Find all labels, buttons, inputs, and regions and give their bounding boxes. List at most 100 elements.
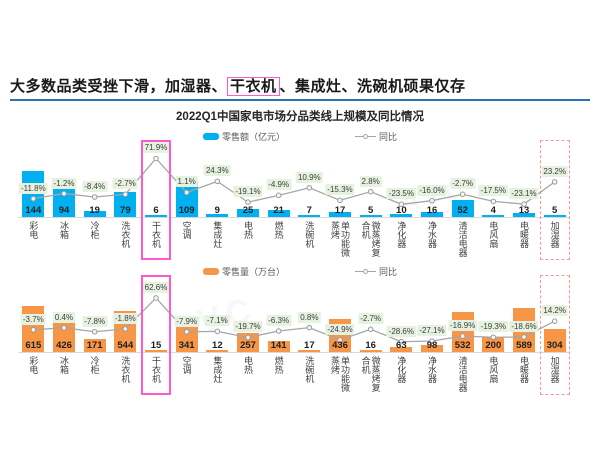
yoy-point [551, 179, 558, 185]
yoy-point [429, 197, 435, 204]
bar-电风扇 [482, 337, 505, 352]
bar-加湿器 [543, 215, 566, 217]
value-label: 12 [212, 340, 223, 351]
revenue-chart-plot: 144 -11.8% 彩电 94 -1.2% 冰箱 19 -8.4% 冷柜 79 -2.7% 洗衣机 6… [18, 140, 570, 262]
yoy-label: -27.1% [417, 325, 447, 336]
value-label: 544 [117, 340, 134, 351]
bar-洗碗机 [298, 350, 321, 352]
yoy-point [275, 328, 282, 334]
yoy-label: -23.5% [386, 188, 417, 200]
value-label: 21 [273, 205, 284, 216]
units-chart: 615 -3.7% 彩电 426 0.4% 冰箱 171 -7.8% 冷柜 544 -1.8% 洗衣机… [18, 275, 570, 397]
yoy-point [30, 195, 37, 202]
revenue-legend-label: 零售额（亿元） [221, 131, 285, 142]
yoy-label: 0.4% [52, 311, 76, 323]
yoy-point [183, 189, 190, 196]
bar-清洁电器 [451, 200, 474, 217]
value-label: 98 [426, 340, 438, 351]
bar-电暖器 [513, 213, 535, 217]
value-label: 79 [120, 205, 131, 216]
yoy-point [367, 188, 374, 195]
value-label: 6 [153, 205, 159, 216]
yoy-point [337, 197, 343, 204]
category-label: 电风扇 [488, 221, 499, 248]
bar-燃热 [267, 210, 290, 217]
revenue-chart: 144 -11.8% 彩电 94 -1.2% 冰箱 19 -8.4% 冷柜 79 -2.7% 洗衣机 6… [18, 140, 570, 262]
category-label: 洗衣机 [120, 356, 131, 383]
yoy-label: 0.8% [298, 311, 321, 323]
revenue-legend-swatch [202, 132, 219, 140]
category-label: 单功能微蒸烤 [330, 356, 350, 392]
value-label: 94 [58, 205, 70, 216]
yoy-trend-line [30, 155, 558, 208]
yoy-point [337, 337, 343, 343]
bar-电热 [237, 333, 259, 352]
category-label: 加湿器 [549, 221, 560, 248]
yoy-point [459, 333, 466, 339]
category-label: 燃热 [273, 221, 284, 239]
page-title-segment: 、集成灶、洗碗机硕果仅存 [279, 78, 466, 95]
value-label: 15 [150, 340, 162, 351]
value-label: 436 [332, 340, 348, 351]
bar-空调 [175, 326, 198, 352]
page-title-highlighted-term: 干衣机 [227, 77, 280, 96]
category-label: 冰箱 [59, 221, 69, 239]
value-label: 13 [518, 205, 530, 216]
bar-冷柜 [83, 339, 106, 352]
yoy-point [91, 328, 98, 335]
category-label: 微蒸烤复合机 [360, 356, 381, 392]
yoy-label: -16.9% [447, 320, 478, 332]
category-label: 微蒸烤复合机 [360, 221, 381, 257]
yoy-label: -3.7% [20, 313, 46, 325]
yoy-label: -24.9% [325, 323, 355, 335]
yoy-point [183, 328, 190, 335]
yoy-label: -1.8% [112, 312, 138, 324]
yoy-label: -7.8% [82, 315, 108, 327]
category-label: 洗衣机 [120, 221, 131, 248]
category-label: 净水器 [427, 221, 437, 248]
yoy-point [367, 326, 374, 333]
category-label: 电风扇 [488, 356, 499, 383]
yoy-point [245, 199, 251, 205]
value-label: 10 [396, 205, 407, 216]
category-label: 洗碗机 [304, 356, 315, 383]
category-label: 电热 [243, 356, 253, 374]
value-label: 257 [240, 340, 256, 351]
category-label: 电暖器 [519, 221, 529, 248]
bar-微蒸烤复合机 [359, 350, 382, 352]
yoy-label: -19.1% [233, 186, 263, 198]
bar-燃热 [267, 341, 290, 352]
bar-加湿器 [543, 329, 566, 352]
yoy-point [91, 194, 98, 200]
category-label: 电暖器 [519, 356, 529, 383]
yoy-label: 71.9% [142, 142, 170, 154]
bar-冷柜 [83, 211, 106, 217]
value-label: 615 [25, 340, 42, 351]
category-label: 清洁电器 [457, 356, 468, 392]
bar-洗衣机 [114, 192, 137, 217]
category-label: 干衣机 [151, 356, 161, 383]
bar-彩电 [22, 171, 45, 217]
yoy-line-icon [355, 268, 376, 274]
yoy-label: 14.2% [541, 305, 568, 317]
value-label: 16 [365, 340, 376, 351]
yoy-label: -8.4% [82, 181, 108, 193]
category-label: 洗碗机 [304, 221, 315, 248]
yoy-point [214, 178, 221, 185]
yoy-legend-label: 同比 [379, 266, 398, 277]
x-axis [18, 217, 570, 218]
yoy-point [61, 190, 67, 197]
bar-净水器 [421, 212, 443, 217]
units-legend-label: 零售量（万台） [221, 266, 285, 277]
category-label: 单功能微蒸烤 [330, 221, 350, 257]
category-label: 净水器 [427, 356, 437, 383]
yoy-label: -6.3% [266, 315, 292, 327]
value-label: 589 [516, 340, 532, 351]
value-label: 141 [270, 340, 287, 351]
chart-title: 2022Q1中国家电市场分品类线上规模及同比情况 [176, 111, 424, 123]
yoy-label: -19.7% [233, 321, 263, 333]
yoy-point [429, 338, 435, 344]
value-label: 52 [457, 205, 468, 216]
yoy-point [214, 328, 221, 335]
legend-item-yoy: 同比 [355, 265, 397, 278]
